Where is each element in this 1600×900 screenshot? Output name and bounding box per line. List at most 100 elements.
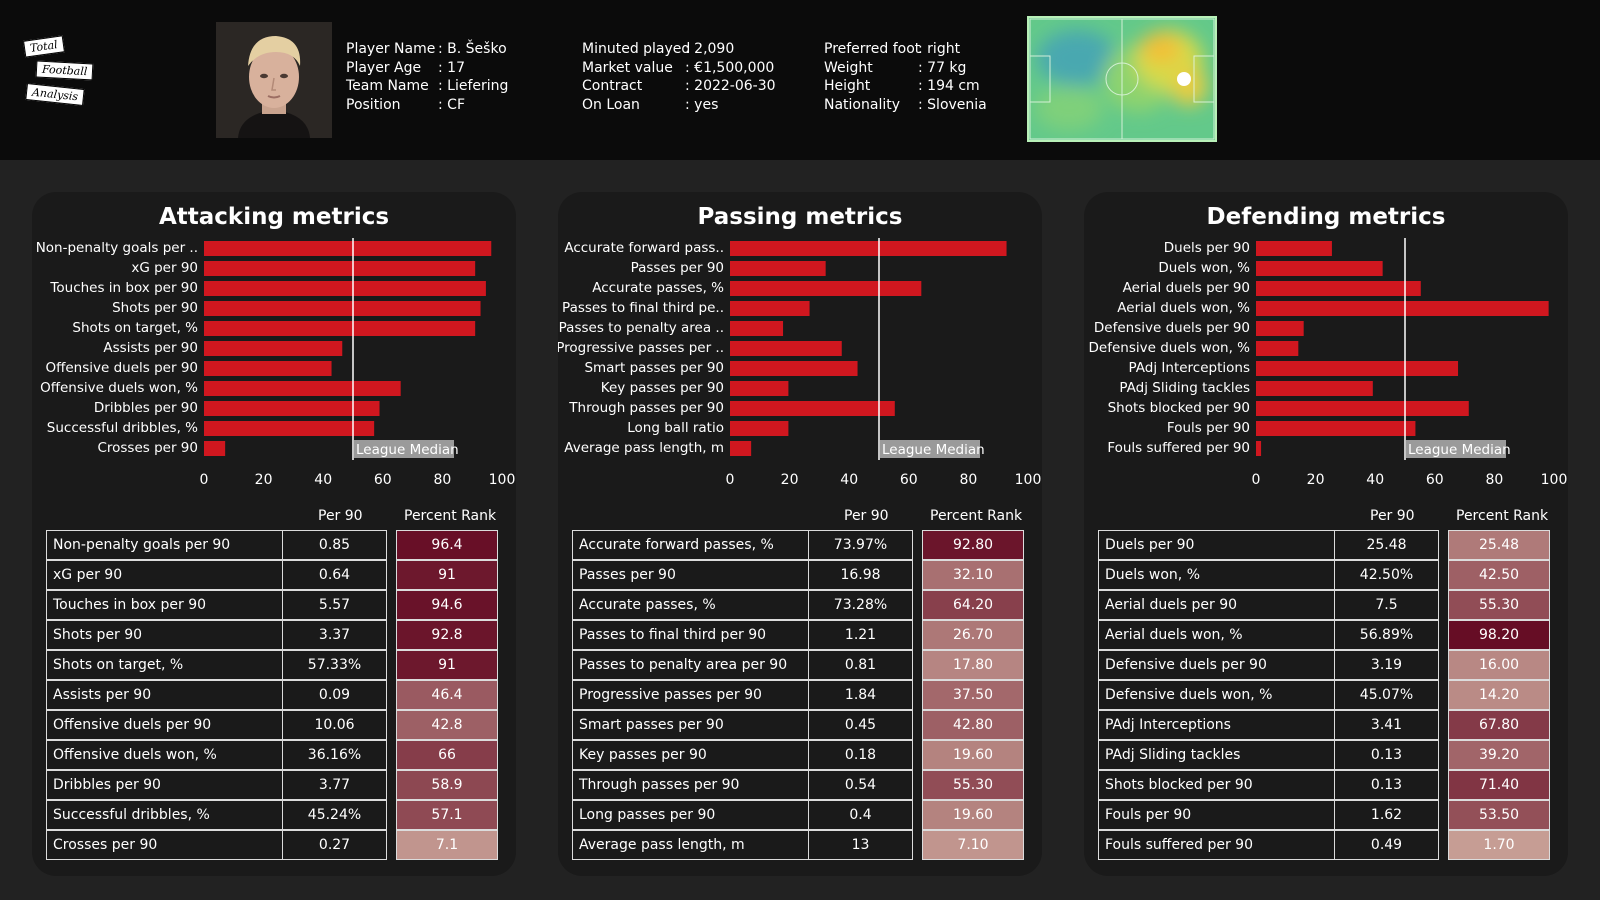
median-label-background	[880, 440, 980, 458]
percent-rank-cell: 92.8	[396, 620, 498, 650]
per90-cell: 7.5	[1334, 590, 1439, 620]
percent-rank-cell: 19.60	[922, 800, 1024, 830]
category-label: Non-penalty goals per ..	[36, 240, 198, 256]
category-label: Smart passes per 90	[584, 360, 724, 376]
percent-rank-cell: 37.50	[922, 680, 1024, 710]
percent-rank-cell: 55.30	[922, 770, 1024, 800]
info-label: Contract	[582, 78, 643, 94]
info-value: : Liefering	[438, 78, 509, 94]
table-row: Average pass length, m 13 7.10	[572, 830, 1028, 860]
category-label: Crosses per 90	[97, 440, 198, 456]
metric-name-cell: Defensive duels won, %	[1098, 680, 1334, 710]
category-label: Aerial duels per 90	[1123, 280, 1250, 296]
bar-chart-attacking: Non-penalty goals per .. xG per 90 Touches…	[36, 238, 515, 488]
x-tick-label: 80	[433, 472, 451, 488]
per90-cell: 10.06	[282, 710, 387, 740]
percent-rank-cell: 91	[396, 650, 498, 680]
metric-name-cell: Through passes per 90	[572, 770, 808, 800]
brand-logo: Total Football Analysis	[22, 35, 102, 108]
metric-name-cell: PAdj Sliding tackles	[1098, 740, 1334, 770]
median-label-background	[1406, 440, 1506, 458]
panel-title: Attacking metrics	[158, 204, 390, 230]
metric-name-cell: Crosses per 90	[46, 830, 282, 860]
percent-rank-cell: 91	[396, 560, 498, 590]
x-tick-label: 40	[1366, 472, 1384, 488]
bar	[204, 261, 476, 276]
metric-name-cell: Shots blocked per 90	[1098, 770, 1334, 800]
player-info-col-2: Minuted played: 2,090 Market value: €1,5…	[582, 40, 776, 114]
category-label: Passes to final third pe..	[562, 300, 724, 316]
player-header: Total Football Analysis Player Name: B. …	[0, 0, 1600, 160]
info-label: Player Age	[346, 59, 422, 76]
table-row: Passes to penalty area per 90 0.81 17.80	[572, 650, 1028, 680]
table-row: Crosses per 90 0.27 7.1	[46, 830, 502, 860]
category-label: Successful dribbles, %	[47, 420, 198, 436]
percent-rank-cell: 17.80	[922, 650, 1024, 680]
x-tick-label: 60	[374, 472, 392, 488]
info-label: On Loan	[582, 96, 640, 113]
bar	[1256, 261, 1383, 276]
panel-attacking: Attacking metrics Non-penalty goals per …	[32, 192, 516, 876]
metric-name-cell: Offensive duels per 90	[46, 710, 282, 740]
per90-cell: 0.64	[282, 560, 387, 590]
metric-name-cell: Average pass length, m	[572, 830, 808, 860]
category-label: Touches in box per 90	[49, 280, 198, 296]
info-label: Team Name	[346, 78, 429, 94]
table-row: Progressive passes per 90 1.84 37.50	[572, 680, 1028, 710]
bar	[730, 381, 789, 396]
category-label: Dribbles per 90	[94, 400, 198, 416]
bar	[1256, 421, 1416, 436]
per90-cell: 73.97%	[808, 530, 913, 560]
info-value: : CF	[438, 96, 465, 113]
league-median-label: League Median	[356, 442, 459, 458]
per90-cell: 0.18	[808, 740, 913, 770]
per90-cell: 5.57	[282, 590, 387, 620]
median-label-background	[354, 440, 454, 458]
percent-rank-cell: 66	[396, 740, 498, 770]
bar	[1256, 441, 1262, 456]
category-label: Fouls suffered per 90	[1107, 440, 1250, 456]
x-tick-label: 20	[781, 472, 799, 488]
per90-cell: 0.27	[282, 830, 387, 860]
table-row: Duels per 90 25.48 25.48	[1098, 530, 1554, 560]
per90-cell: 45.24%	[282, 800, 387, 830]
bar-chart-passing: Accurate forward pass.. Passes per 90 Accu…	[558, 238, 1042, 488]
bar	[1256, 241, 1332, 256]
info-value: : 17	[438, 59, 465, 76]
percent-rank-cell: 42.50	[1448, 560, 1550, 590]
info-value: : yes	[685, 96, 719, 113]
col-header-per90: Per 90	[844, 508, 889, 524]
metric-name-cell: Accurate passes, %	[572, 590, 808, 620]
table-row: Fouls suffered per 90 0.49 1.70	[1098, 830, 1554, 860]
category-label: Passes per 90	[631, 260, 724, 276]
category-label: Average pass length, m	[564, 440, 724, 456]
league-median-label: League Median	[882, 442, 985, 458]
info-label: Weight	[824, 59, 873, 76]
percent-rank-cell: 25.48	[1448, 530, 1550, 560]
table-row: Defensive duels per 90 3.19 16.00	[1098, 650, 1554, 680]
bar	[1256, 361, 1459, 376]
metric-name-cell: Shots per 90	[46, 620, 282, 650]
x-tick-label: 40	[314, 472, 332, 488]
percent-rank-cell: 1.70	[1448, 830, 1550, 860]
per90-cell: 25.48	[1334, 530, 1439, 560]
table-row: Assists per 90 0.09 46.4	[46, 680, 502, 710]
league-median-label: League Median	[1408, 442, 1511, 458]
per90-cell: 57.33%	[282, 650, 387, 680]
metric-name-cell: Progressive passes per 90	[572, 680, 808, 710]
percent-rank-cell: 19.60	[922, 740, 1024, 770]
player-photo	[216, 22, 332, 138]
x-tick-label: 0	[200, 472, 209, 488]
info-label: Minuted played	[582, 41, 691, 57]
per90-cell: 45.07%	[1334, 680, 1439, 710]
per90-cell: 0.81	[808, 650, 913, 680]
info-label: Position	[346, 96, 401, 113]
per90-cell: 0.45	[808, 710, 913, 740]
per90-cell: 42.50%	[1334, 560, 1439, 590]
percent-rank-cell: 57.1	[396, 800, 498, 830]
bar	[204, 241, 492, 256]
category-label: Aerial duels won, %	[1117, 300, 1250, 316]
metric-name-cell: Key passes per 90	[572, 740, 808, 770]
x-tick-label: 100	[1015, 472, 1042, 488]
category-label: Long ball ratio	[627, 420, 724, 436]
